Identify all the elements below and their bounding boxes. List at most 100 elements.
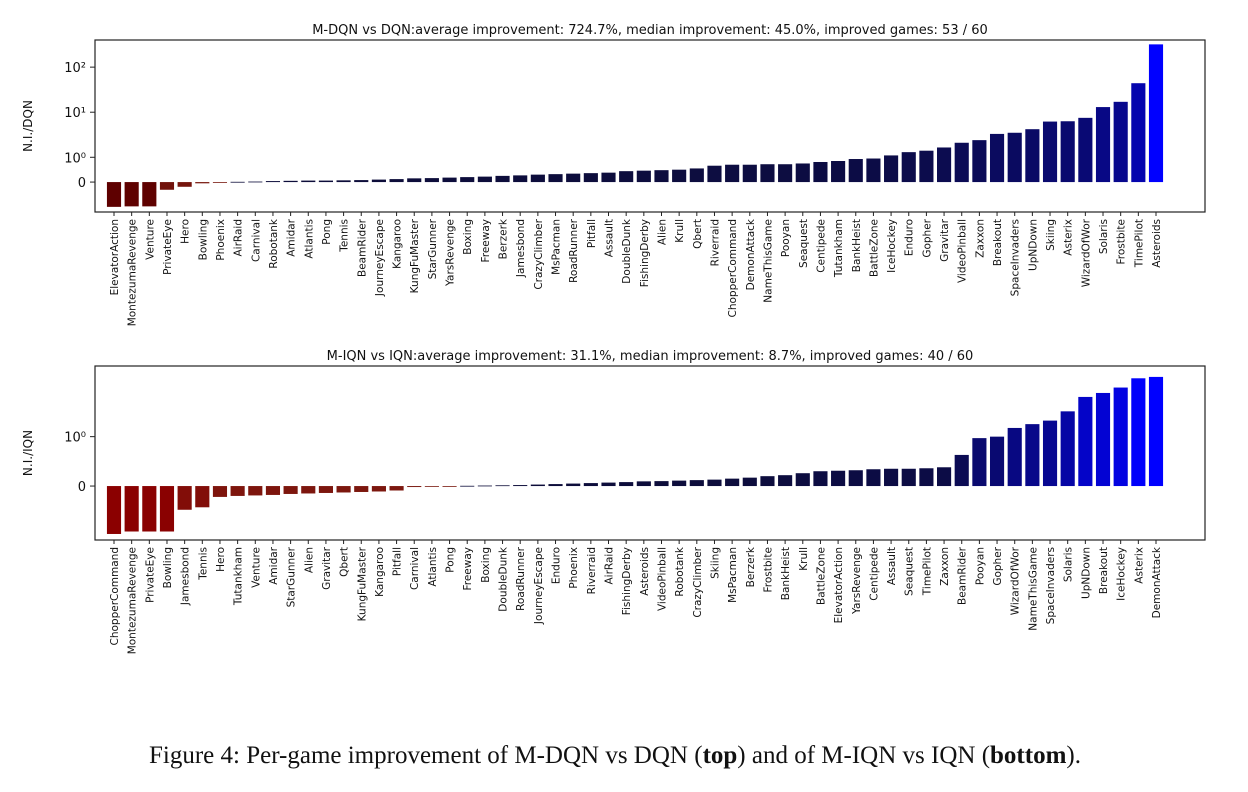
x-tick-label: Tutankham [833, 219, 845, 278]
bar [371, 486, 386, 492]
bar [371, 179, 386, 183]
x-tick-label: Zaxxon [974, 219, 986, 258]
bar [477, 485, 492, 487]
bar [354, 486, 369, 492]
x-tick-label: WizardOfWor [1080, 218, 1092, 287]
bar [124, 182, 139, 207]
x-tick-label: Phoenix [215, 219, 227, 261]
axes-frame [94, 365, 1206, 541]
x-tick-label: Krull [674, 219, 686, 243]
bar [1025, 424, 1040, 487]
bar [795, 473, 810, 487]
bar [142, 486, 157, 532]
bar [672, 169, 687, 183]
x-tick-label: Assault [886, 547, 898, 585]
x-tick-label: Asterix [1133, 547, 1145, 584]
bar [725, 478, 740, 487]
x-tick-label: FishingDerby [639, 219, 651, 287]
x-tick-label: Assault [604, 219, 616, 257]
x-tick-label: Phoenix [568, 547, 580, 589]
x-tick-label: Zaxxon [939, 547, 951, 586]
bar [106, 182, 122, 207]
x-tick-label: Gravitar [939, 218, 951, 262]
bar [707, 165, 722, 183]
x-tick-label: Pong [445, 547, 457, 573]
figure: M-DQN vs DQN:average improvement: 724.7%… [21, 23, 1206, 654]
x-tick-label: MsPacman [727, 547, 739, 603]
x-tick-label: FishingDerby [621, 547, 633, 615]
y-tick-label: 10¹ [64, 106, 86, 121]
bar [442, 177, 457, 183]
bar [848, 470, 863, 487]
x-tick-label: DoubleDunk [621, 218, 633, 284]
x-tick-label: Carnival [250, 219, 262, 262]
x-tick-label: BattleZone [868, 219, 880, 277]
x-tick-label: TimePilot [921, 547, 933, 596]
x-tick-label: SpaceInvaders [1045, 547, 1057, 624]
bar [318, 180, 333, 183]
x-tick-label: Breakout [992, 219, 1004, 266]
x-tick-label: UpNDown [1027, 219, 1039, 271]
x-tick-label: Kangaroo [392, 219, 404, 269]
x-tick-label: YarsRevenge [445, 219, 457, 287]
bar [389, 486, 404, 491]
bar [548, 484, 563, 487]
bar [848, 159, 863, 183]
x-tick-label: MontezumaRevenge [127, 219, 139, 326]
bar [831, 161, 846, 183]
bar [583, 483, 598, 487]
bar [230, 486, 245, 496]
x-tick-label: StarGunner [427, 218, 439, 279]
x-tick-label: Carnival [409, 547, 421, 590]
bar [813, 471, 828, 487]
y-tick-label: 10⁰ [64, 151, 86, 166]
x-tick-label: UpNDown [1080, 547, 1092, 599]
bar [601, 482, 616, 487]
bar [760, 164, 775, 183]
x-tick-label: Qbert [692, 219, 704, 249]
x-tick-label: Enduro [551, 547, 563, 584]
x-tick-label: Seaquest [798, 219, 810, 268]
bar [619, 171, 634, 183]
x-tick-label: VideoPinball [957, 219, 969, 283]
x-tick-label: JourneyEscape [374, 219, 386, 297]
caption-part: Figure 4: Per-game improvement of M-DQN … [148, 742, 703, 769]
y-axis-label: N.I./DQN [21, 100, 35, 152]
bar [1060, 411, 1075, 487]
x-tick-label: Gopher [921, 218, 933, 257]
x-tick-label: Boxing [480, 547, 492, 583]
bar [742, 164, 757, 183]
bar [301, 180, 316, 183]
x-tick-label: Freeway [462, 547, 474, 591]
bar [424, 178, 439, 183]
bar [919, 468, 934, 487]
y-tick-label: 0 [78, 176, 86, 191]
x-tick-label: Skiing [709, 547, 721, 579]
x-tick-label: BankHeist [851, 219, 863, 272]
x-tick-label: Jamesbond [180, 547, 192, 606]
x-tick-label: RoadRunner [568, 218, 580, 283]
bar [937, 467, 952, 487]
x-tick-label: Atlantis [303, 219, 315, 259]
bar [742, 477, 757, 487]
bar [460, 177, 475, 183]
bar [142, 182, 157, 207]
bar [195, 182, 210, 184]
bar [1078, 396, 1093, 487]
caption-part: bottom [990, 742, 1067, 769]
x-tick-label: Gopher [992, 546, 1004, 585]
y-tick-label: 10² [64, 61, 86, 76]
x-tick-label: Qbert [339, 547, 351, 577]
x-tick-label: Pooyan [974, 547, 986, 585]
bar [1148, 376, 1164, 487]
x-tick-label: SpaceInvaders [1010, 219, 1022, 296]
bar [442, 486, 457, 487]
x-tick-label: Alien [656, 219, 668, 245]
bar [954, 454, 969, 487]
bar [654, 170, 669, 183]
x-tick-label: Breakout [1098, 547, 1110, 594]
chart-title: M-DQN vs DQN:average improvement: 724.7%… [312, 23, 988, 38]
bar [195, 486, 210, 508]
bar [530, 174, 545, 183]
